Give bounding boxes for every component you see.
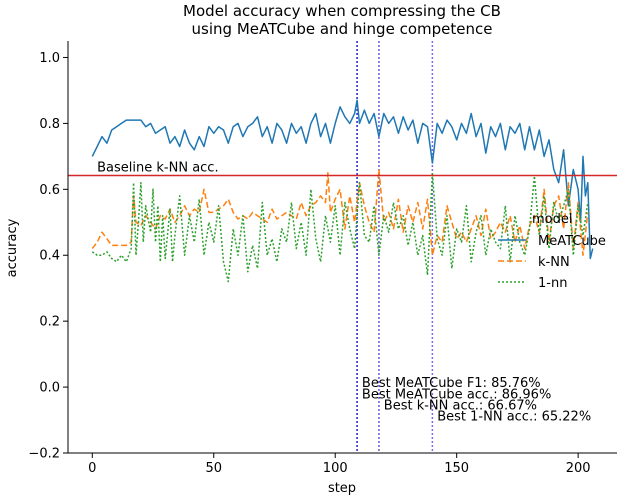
y-tick-label-6: 1.0 [39,51,60,66]
legend-entry-2: 1-nn [538,276,567,291]
legend-title: model [532,212,572,227]
chart-subtitle: using MeATCube and hinge competence [192,20,493,38]
annotation-3: Best 1-NN acc.: 65.22% [437,410,591,425]
y-tick-label-3: 0.4 [39,249,60,264]
x-tick-label-2: 100 [323,461,348,476]
y-tick-label-4: 0.6 [39,183,60,198]
y-tick-label-1: 0.0 [39,381,60,396]
baseline-label: Baseline k-NN acc. [97,160,218,175]
y-tick-label-2: 0.2 [39,315,60,330]
legend-entry-1: k-NN [538,255,570,270]
x-tick-label-4: 200 [566,461,591,476]
series-line-k-nn [91,168,589,256]
x-tick-label-1: 50 [205,461,222,476]
plot-area: Baseline k-NN acc. Best MeATCube F1: 85.7… [28,41,617,476]
legend-entry-0: MeATCube [538,234,606,249]
y-tick-label-0: −0.2 [28,447,60,462]
y-tick-label-5: 0.8 [39,117,60,132]
legend: model MeATCube k-NN 1-nn [498,212,606,291]
y-axis-label: accuracy [5,218,20,277]
chart-title: Model accuracy when compressing the CB [183,2,501,20]
x-tick-label-3: 150 [444,461,469,476]
x-tick-label-0: 0 [88,461,96,476]
x-axis-label: step [328,481,356,496]
series-line-meatcube [91,99,594,260]
series-line-1-nn [91,172,589,283]
annotation-1: Best MeATCube acc.: 86.96% [362,387,551,402]
annotation-2: Best k-NN acc.: 66.67% [384,399,537,414]
annotation-0: Best MeATCube F1: 85.76% [362,376,541,391]
